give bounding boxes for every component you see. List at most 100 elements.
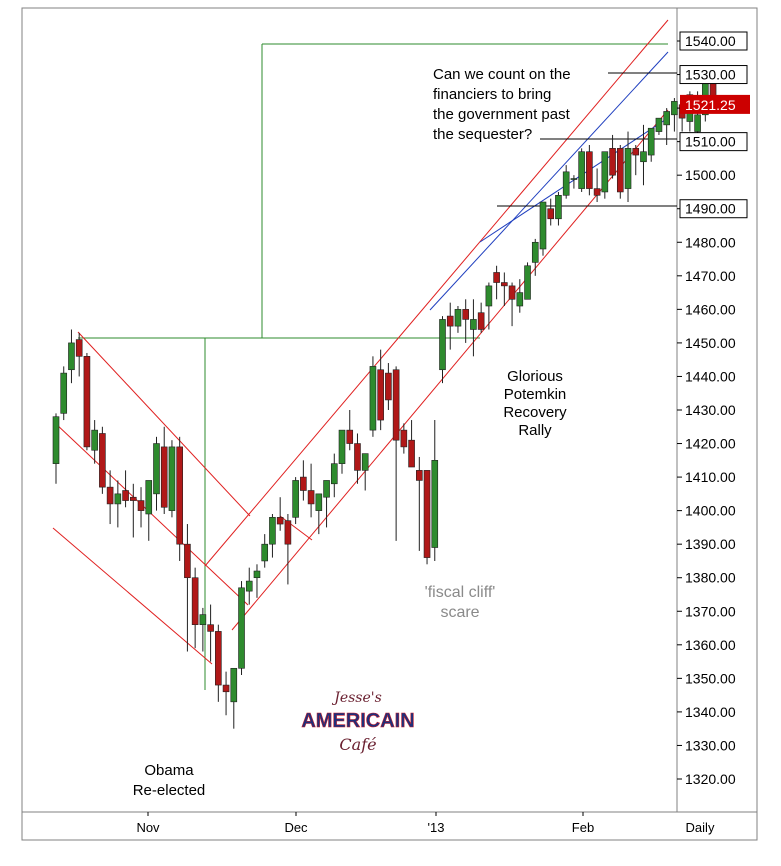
candle-down bbox=[400, 429, 408, 448]
y-tick-box bbox=[679, 65, 748, 85]
candle-up bbox=[114, 493, 122, 505]
candle-up bbox=[524, 265, 531, 300]
candle-down bbox=[508, 285, 516, 300]
y-tick-label: 1530.00 bbox=[685, 67, 736, 83]
y-tick-label: 1360.00 bbox=[685, 637, 736, 653]
candle-down bbox=[307, 490, 315, 505]
candle-up bbox=[245, 580, 253, 592]
x-tick-label: Dec bbox=[284, 820, 308, 835]
candle-up bbox=[647, 127, 655, 156]
annotation-obama: Re-elected bbox=[133, 782, 206, 799]
y-tick-label: 1390.00 bbox=[685, 536, 736, 552]
annotation-sequester: financiers to bring bbox=[433, 86, 551, 103]
last-price-label: 1521.25 bbox=[685, 97, 736, 113]
candle-up bbox=[60, 372, 68, 414]
x-axis-strip bbox=[21, 811, 758, 841]
blue-channel-upper bbox=[429, 51, 669, 311]
candle-up bbox=[624, 148, 632, 189]
candles bbox=[52, 74, 717, 729]
candle-up bbox=[153, 443, 160, 495]
y-tick-box bbox=[679, 132, 748, 152]
candle-up bbox=[562, 171, 570, 196]
y-tick-label: 1460.00 bbox=[685, 301, 736, 317]
candle-up bbox=[168, 446, 176, 511]
candle-down bbox=[632, 148, 640, 156]
annotation-potemkin: Glorious bbox=[507, 368, 563, 385]
y-tick-label: 1410.00 bbox=[685, 469, 736, 485]
candle-down bbox=[106, 486, 114, 505]
y-tick-label: 1430.00 bbox=[685, 402, 736, 418]
americain-cafe-logo: Jesse's AMERICAIN Café bbox=[301, 690, 415, 754]
annotation-fiscal: 'fiscal cliff' bbox=[425, 584, 496, 601]
candle-up bbox=[470, 319, 477, 330]
y-axis: 1540.001530.001520.001510.001500.001490.… bbox=[677, 31, 750, 787]
candle-up bbox=[516, 292, 524, 307]
candle-down bbox=[276, 517, 284, 525]
candle-up bbox=[531, 241, 539, 263]
y-tick-label: 1380.00 bbox=[685, 570, 736, 586]
candle-up bbox=[570, 178, 578, 180]
candle-down bbox=[493, 272, 500, 283]
x-tick-label: Feb bbox=[572, 820, 594, 835]
candle-up bbox=[253, 570, 261, 579]
y-tick-label: 1450.00 bbox=[685, 335, 736, 351]
y-tick-label: 1370.00 bbox=[685, 603, 736, 619]
x-axis: Nov Dec '13 Feb Daily bbox=[136, 812, 715, 835]
candle-up bbox=[578, 151, 585, 189]
y-tick-label: 1400.00 bbox=[685, 503, 736, 519]
period-label: Daily bbox=[686, 820, 715, 835]
candle-down bbox=[284, 520, 292, 545]
logo-middle-text: AMERICAIN bbox=[301, 710, 414, 732]
candle-down bbox=[392, 369, 400, 441]
candle-down bbox=[477, 312, 485, 330]
candle-up bbox=[671, 101, 678, 116]
candle-down bbox=[346, 429, 354, 444]
candle-down bbox=[593, 188, 601, 196]
annotation-obama: Obama bbox=[144, 762, 194, 779]
candle-up bbox=[230, 667, 238, 703]
candle-up bbox=[292, 480, 299, 518]
candle-up bbox=[655, 117, 663, 132]
candle-up bbox=[431, 460, 439, 548]
trendlines bbox=[52, 19, 677, 690]
candle-up bbox=[361, 453, 369, 471]
candle-down bbox=[609, 148, 616, 176]
candle-down bbox=[408, 439, 415, 468]
annotation-potemkin: Recovery bbox=[503, 404, 567, 421]
red-upchannel-lower bbox=[231, 109, 669, 631]
candle-up bbox=[640, 151, 647, 163]
x-tick-label: Nov bbox=[136, 820, 160, 835]
candle-down bbox=[616, 148, 624, 193]
candle-up bbox=[485, 285, 493, 307]
candle-down bbox=[160, 446, 168, 508]
candle-down bbox=[176, 446, 183, 545]
candle-down bbox=[122, 490, 129, 501]
candle-down bbox=[75, 339, 83, 357]
candle-down bbox=[83, 356, 91, 448]
candle-down bbox=[416, 470, 423, 481]
candle-up bbox=[663, 111, 670, 126]
plot-frame bbox=[21, 7, 758, 841]
y-tick-label: 1490.00 bbox=[685, 201, 736, 217]
logo-backdrop bbox=[314, 692, 402, 752]
candle-up bbox=[601, 151, 609, 193]
y-tick-box bbox=[679, 31, 748, 51]
candle-down bbox=[300, 476, 307, 491]
outer-frame bbox=[21, 7, 758, 813]
candle-up bbox=[338, 429, 346, 464]
y-tick-label: 1340.00 bbox=[685, 704, 736, 720]
last-price-box bbox=[680, 94, 750, 114]
red-downchannel-upper bbox=[77, 331, 251, 517]
candle-down bbox=[446, 315, 454, 327]
red-downchannel-lower bbox=[52, 527, 213, 665]
candle-up bbox=[238, 587, 245, 669]
annotation-potemkin: Rally bbox=[518, 422, 552, 439]
candle-up bbox=[269, 517, 276, 545]
logo-bottom-text: Café bbox=[339, 735, 376, 754]
y-tick-box bbox=[679, 199, 748, 219]
candle-down bbox=[99, 433, 106, 488]
y-tick-label: 1480.00 bbox=[685, 234, 736, 250]
y-tick-label: 1540.00 bbox=[685, 33, 736, 49]
